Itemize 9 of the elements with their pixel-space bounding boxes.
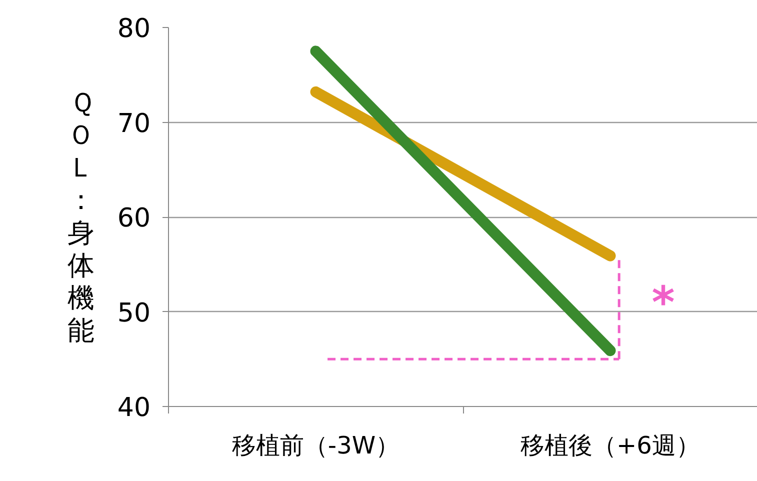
y-axis-title: ＱＯＬ：身体機能 [67,88,94,346]
y-tick-label: 70 [117,108,151,139]
x-tick-label: 移植前（-3W） [232,432,400,460]
y-tick-label: 50 [117,298,151,328]
y-tick-label: 40 [117,393,151,423]
y-tick-label: 60 [117,204,151,234]
annotation: * [652,278,675,329]
x-tick-label: 移植後（+6週） [520,432,700,460]
y-tick-label: 80 [117,14,151,44]
